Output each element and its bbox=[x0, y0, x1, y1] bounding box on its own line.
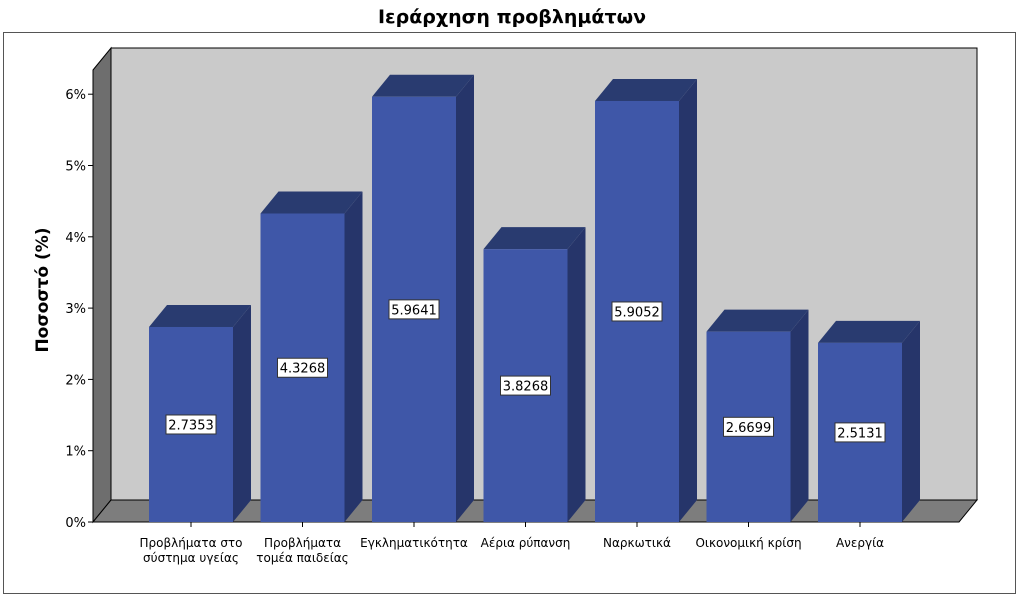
y-axis: 0% 1% 2% 3% 4% 5% 6% bbox=[65, 88, 94, 531]
chart-title: Ιεράρχηση προβλημάτων bbox=[377, 6, 647, 28]
bar-top bbox=[260, 191, 363, 214]
x-tick-label: Ανεργία bbox=[836, 536, 884, 550]
data-label: 2.6699 bbox=[726, 421, 772, 436]
bar-side bbox=[790, 309, 809, 522]
x-tick-label: Οικονομική κρίση bbox=[695, 536, 801, 550]
bar: 2.7353 bbox=[149, 304, 251, 522]
bar: 4.3268 bbox=[260, 191, 363, 523]
bar-side bbox=[456, 74, 474, 522]
x-tick-label: Ναρκωτικά bbox=[603, 536, 671, 550]
data-label-box bbox=[834, 422, 886, 443]
y-tick-label: 5% bbox=[65, 160, 86, 175]
y-tick-label: 6% bbox=[65, 88, 86, 103]
data-label: 3.8268 bbox=[503, 380, 549, 395]
data-label-box bbox=[611, 301, 663, 322]
data-label: 4.3268 bbox=[280, 362, 326, 377]
data-label: 5.9052 bbox=[614, 305, 660, 320]
bar-side bbox=[567, 227, 586, 522]
bars: 2.7353 4.3268 5.9641 3.8268 5.9052 2.6699 2.51… bbox=[149, 74, 920, 523]
bar-top bbox=[706, 309, 809, 332]
x-tick-label: Εγκληματικότητα bbox=[360, 536, 468, 550]
y-tick-label: 2% bbox=[65, 373, 86, 388]
data-label-box bbox=[277, 357, 328, 378]
y-tick-label: 4% bbox=[65, 231, 86, 246]
data-label: 2.7353 bbox=[168, 418, 214, 433]
data-label: 5.9641 bbox=[391, 303, 437, 318]
y-tick-label: 1% bbox=[65, 445, 86, 460]
x-tick-label: Αέρια ρύπανση bbox=[481, 536, 571, 550]
bar-top bbox=[372, 74, 474, 97]
bar-side bbox=[902, 320, 920, 522]
side-wall bbox=[92, 46, 112, 524]
data-label-box bbox=[723, 416, 774, 437]
y-tick-label: 0% bbox=[65, 516, 86, 531]
bar-top bbox=[595, 78, 697, 101]
data-label: 2.5131 bbox=[837, 426, 883, 441]
bar-side bbox=[679, 78, 697, 523]
bar-side bbox=[233, 304, 251, 522]
bar-top bbox=[483, 227, 586, 250]
bar: 5.9052 bbox=[595, 78, 697, 523]
x-tick-label: Προβλήματα στο σύστημα υγείας bbox=[139, 536, 242, 565]
data-label-box bbox=[388, 299, 440, 320]
y-axis-title: Ποσοστό (%) bbox=[33, 227, 53, 352]
bar: 5.9641 bbox=[372, 74, 474, 522]
x-tick-label: Προβλήματα τομέα παιδείας bbox=[256, 536, 348, 565]
bar-top bbox=[149, 304, 251, 327]
bar: 2.5131 bbox=[818, 320, 920, 522]
data-label-box bbox=[500, 375, 551, 396]
chart-frame bbox=[3, 32, 1016, 594]
bar: 2.6699 bbox=[706, 309, 809, 522]
bar-side bbox=[344, 191, 363, 523]
bar: 3.8268 bbox=[483, 227, 586, 522]
y-tick-label: 3% bbox=[65, 302, 86, 317]
data-label-box bbox=[165, 414, 217, 435]
x-axis: Προβλήματα στο σύστημα υγείας Προβλήματα το… bbox=[139, 522, 884, 565]
bar-top bbox=[818, 320, 920, 343]
